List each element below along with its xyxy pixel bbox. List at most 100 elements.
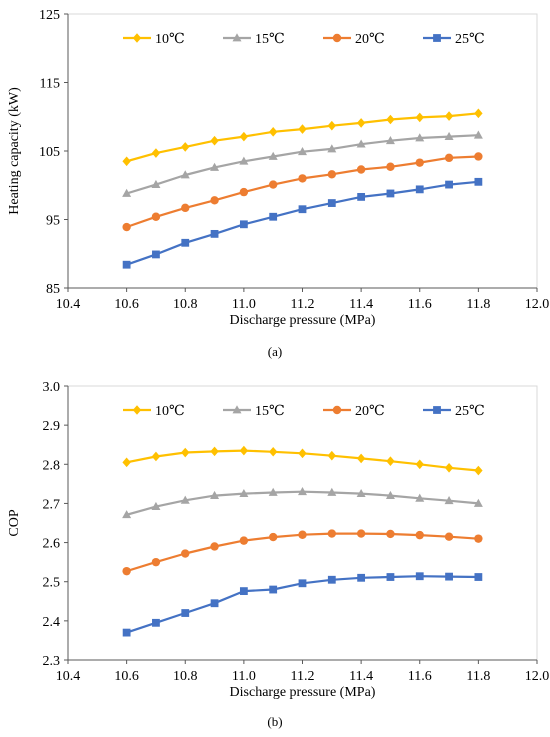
legend-marker	[132, 33, 142, 43]
data-point	[444, 532, 454, 541]
series-1	[122, 486, 483, 519]
data-point	[298, 530, 307, 539]
data-point	[122, 188, 132, 197]
panel-label-b: (b)	[267, 714, 283, 729]
y-tick-label: 95	[46, 214, 60, 229]
x-tick-label: 10.6	[114, 669, 139, 684]
data-point	[268, 180, 278, 189]
data-point	[415, 493, 425, 502]
data-point	[298, 174, 307, 183]
data-point	[444, 463, 454, 473]
legend-label: 10℃	[155, 32, 185, 47]
panel-label-a: (a)	[267, 344, 283, 359]
data-point	[152, 250, 160, 259]
data-point	[385, 136, 395, 145]
data-point	[181, 142, 190, 152]
legend-label: 10℃	[155, 404, 185, 419]
x-tick-label: 12.0	[525, 297, 550, 312]
series-2	[122, 152, 483, 232]
x-tick-label: 11.4	[349, 297, 373, 312]
data-point	[415, 572, 424, 581]
data-point	[239, 187, 249, 197]
y-tick-label: 85	[46, 282, 60, 297]
x-tick-label: 10.8	[173, 297, 198, 312]
data-point	[298, 448, 307, 459]
data-point	[356, 165, 366, 174]
data-point	[445, 572, 453, 581]
data-point	[386, 162, 395, 171]
legend-label: 25℃	[455, 404, 485, 419]
data-point	[327, 487, 337, 496]
legend-label: 20℃	[355, 404, 385, 419]
data-point	[181, 609, 190, 617]
series-line	[126, 490, 479, 516]
data-point	[210, 490, 220, 499]
data-point	[474, 573, 483, 581]
data-point	[385, 490, 395, 499]
data-point	[386, 529, 395, 539]
data-point	[268, 127, 278, 137]
data-point	[268, 532, 278, 542]
data-point	[122, 222, 131, 232]
data-point	[210, 446, 219, 457]
data-point	[151, 557, 161, 567]
x-tick-label: 10.6	[114, 297, 139, 312]
data-point	[474, 152, 483, 161]
data-point	[357, 192, 366, 201]
data-point	[327, 450, 337, 461]
data-point	[327, 575, 336, 584]
series-line	[126, 180, 479, 266]
data-point	[298, 579, 307, 588]
data-point	[268, 446, 278, 457]
data-point	[327, 529, 337, 538]
plot-area	[67, 385, 538, 661]
data-point	[327, 170, 337, 179]
data-point	[268, 151, 278, 160]
data-point	[415, 112, 424, 123]
data-point	[181, 447, 190, 458]
data-point	[474, 465, 483, 476]
data-point	[122, 457, 131, 468]
legend-label: 15℃	[255, 32, 285, 47]
data-point	[386, 189, 395, 198]
legend-marker	[433, 406, 441, 414]
data-point	[151, 179, 161, 188]
data-point	[268, 487, 278, 496]
data-point	[122, 628, 131, 637]
data-point	[180, 495, 190, 504]
x-tick-label: 11.2	[291, 297, 315, 312]
series-line	[126, 532, 479, 573]
legend: 10℃ 15℃ 20℃ 25℃	[123, 404, 485, 419]
data-point	[444, 131, 454, 141]
data-point	[356, 118, 366, 128]
y-tick-label: 2.3	[43, 654, 61, 669]
y-axis-title: Heating capacity (kW)	[7, 87, 22, 215]
data-point	[269, 212, 278, 221]
data-point	[357, 573, 366, 582]
x-tick-label: 12.0	[525, 669, 550, 684]
series-0	[122, 445, 483, 476]
data-point	[386, 456, 395, 466]
data-point	[122, 510, 132, 519]
data-point	[444, 495, 454, 505]
data-point	[122, 156, 131, 167]
x-tick-label: 11.8	[466, 297, 490, 312]
legend-marker	[232, 405, 242, 414]
x-tick-label: 10.4	[56, 297, 81, 312]
data-point	[151, 501, 161, 510]
series-3	[122, 177, 483, 269]
series-line	[126, 155, 479, 229]
data-point	[474, 177, 483, 186]
data-point	[386, 114, 395, 125]
y-tick-label: 105	[39, 145, 60, 160]
series-line	[126, 134, 479, 195]
data-point	[181, 203, 190, 213]
legend-marker	[132, 405, 142, 415]
data-point	[239, 587, 248, 596]
y-tick-label: 2.4	[43, 615, 61, 630]
y-tick-label: 125	[39, 8, 60, 23]
data-point	[181, 238, 190, 247]
data-point	[444, 153, 454, 163]
data-point	[445, 180, 453, 189]
x-tick-label: 11.4	[349, 669, 373, 684]
